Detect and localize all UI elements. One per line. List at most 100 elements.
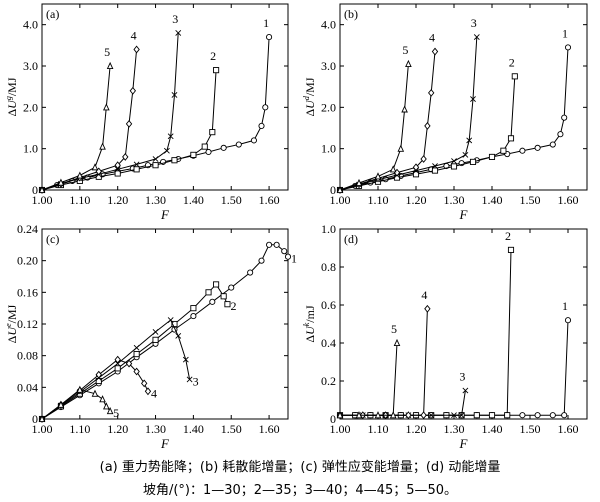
- data-point: [564, 44, 572, 51]
- series-label: 3: [172, 12, 178, 26]
- y-tick-label: 0: [32, 183, 38, 197]
- caption-line-2: 坡角/(°)：1—30；2—35；3—40；4—45；5—50。: [142, 483, 458, 498]
- data-point: [133, 45, 140, 54]
- data-point: [76, 385, 84, 393]
- data-point: [114, 161, 121, 170]
- x-axis-label: F: [459, 207, 469, 222]
- data-point: [57, 178, 65, 186]
- series-line: [41, 389, 111, 420]
- series-1: 1: [38, 241, 297, 423]
- data-point: [473, 34, 480, 40]
- plot-frame: [339, 3, 588, 191]
- data-point: [171, 92, 178, 98]
- data-point: [431, 47, 439, 56]
- panel-label: (a): [46, 7, 59, 21]
- data-point: [114, 360, 121, 367]
- y-tick-label: 0.04: [17, 380, 38, 394]
- data-point: [99, 395, 106, 403]
- data-point: [106, 61, 114, 70]
- x-tick-label: 1.10: [69, 422, 90, 436]
- series-label: 4: [421, 288, 427, 302]
- y-tick-label: 0: [32, 412, 38, 426]
- x-axis-label: F: [160, 436, 170, 451]
- data-point: [397, 144, 405, 152]
- x-axis-label: F: [160, 207, 170, 222]
- data-point: [213, 67, 220, 74]
- series-3: 3: [39, 12, 182, 193]
- data-point: [175, 30, 182, 36]
- data-point: [163, 147, 170, 154]
- panel-label: (d): [344, 232, 358, 246]
- data-point: [507, 135, 515, 142]
- x-tick-label: 1.20: [107, 422, 128, 436]
- data-point: [144, 387, 152, 396]
- data-point: [412, 163, 420, 172]
- series-line: [41, 70, 217, 191]
- series-line: [41, 49, 138, 191]
- y-tick-label: 0.8: [321, 260, 336, 274]
- data-point: [534, 412, 541, 419]
- data-point: [549, 412, 556, 419]
- series-label: 1: [562, 299, 568, 313]
- series-label: 5: [402, 43, 408, 57]
- y-tick-label: 0.20: [17, 254, 38, 268]
- data-point: [76, 171, 84, 179]
- y-tick-label: 0: [330, 412, 336, 426]
- x-tick-label: 1.20: [107, 193, 128, 207]
- data-point: [557, 131, 564, 138]
- data-point: [190, 151, 197, 158]
- data-point: [462, 151, 469, 158]
- data-point: [106, 407, 114, 415]
- y-tick-label: 0: [330, 183, 336, 197]
- data-point: [220, 144, 227, 151]
- data-point: [91, 389, 99, 397]
- series-line: [340, 320, 569, 416]
- data-point: [38, 185, 46, 194]
- series-5: 5: [38, 385, 119, 423]
- data-point: [99, 142, 106, 150]
- series-label: 2: [509, 55, 515, 69]
- data-point: [152, 156, 159, 162]
- data-point: [205, 148, 212, 156]
- y-tick-label: 0.12: [17, 317, 38, 331]
- data-point: [114, 365, 121, 372]
- series-label: 3: [193, 374, 199, 388]
- data-point: [201, 143, 208, 150]
- data-point: [57, 400, 65, 408]
- x-tick-label: 1.50: [520, 422, 541, 436]
- data-point: [266, 241, 273, 248]
- y-axis-label: ΔUg/MJ: [4, 77, 19, 116]
- data-point: [250, 137, 257, 144]
- x-tick-label: 1.60: [259, 193, 280, 207]
- x-tick-label: 1.10: [69, 193, 90, 207]
- data-point: [235, 141, 242, 148]
- series-2: 2: [38, 281, 236, 423]
- data-point: [133, 351, 140, 358]
- data-point: [258, 122, 265, 129]
- x-tick-label: 1.10: [368, 193, 389, 207]
- data-point: [389, 411, 397, 419]
- series-label: 2: [210, 49, 216, 63]
- data-point: [549, 141, 556, 148]
- series-line: [340, 342, 398, 416]
- data-point: [470, 96, 476, 102]
- series-5: 5: [38, 45, 114, 194]
- data-point: [458, 412, 465, 419]
- x-tick-label: 1.00: [32, 422, 53, 436]
- x-tick-label: 1.30: [444, 193, 465, 207]
- data-point: [122, 153, 129, 161]
- y-tick-label: 3.0: [321, 59, 336, 73]
- series-line: [41, 359, 149, 420]
- x-tick-label: 1.40: [183, 422, 204, 436]
- data-point: [103, 402, 110, 410]
- data-point: [247, 269, 254, 276]
- plot-frame: [339, 228, 588, 420]
- data-point: [209, 129, 216, 136]
- data-point: [209, 298, 216, 305]
- x-tick-label: 1.00: [330, 422, 351, 436]
- data-point: [141, 379, 148, 388]
- data-point: [401, 105, 408, 113]
- x-tick-label: 1.40: [183, 193, 204, 207]
- x-tick-label: 1.60: [558, 193, 579, 207]
- x-tick-label: 1.10: [368, 422, 389, 436]
